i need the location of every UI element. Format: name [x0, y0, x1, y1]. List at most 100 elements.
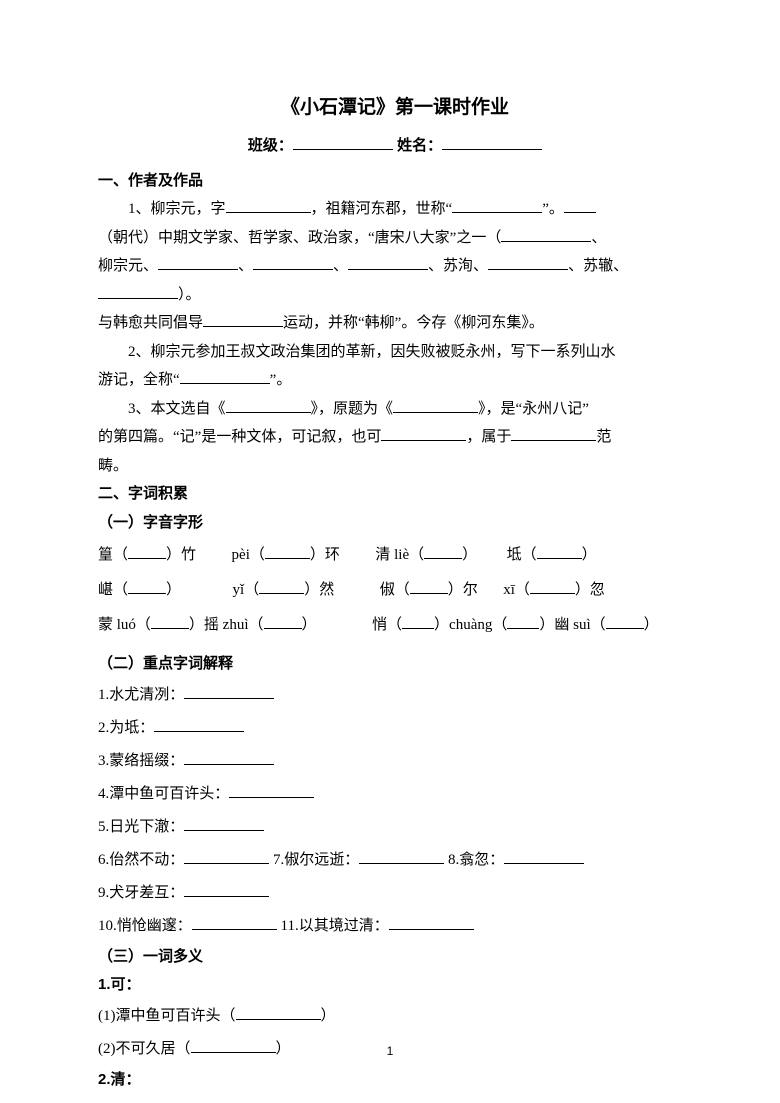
r3a: 蒙 luó（ [98, 609, 151, 642]
blank[interactable] [154, 716, 244, 732]
blank[interactable] [530, 578, 575, 594]
s1-p2c: ”。 [270, 372, 292, 388]
blank[interactable] [452, 197, 542, 213]
r2g: xī（ [503, 574, 530, 607]
txt: ） [321, 1008, 336, 1024]
blank[interactable] [192, 914, 277, 930]
s1-p1i: 、苏洵、 [428, 258, 488, 274]
r1h: ） [582, 539, 597, 572]
blank[interactable] [537, 543, 582, 559]
r1f: ） [462, 539, 477, 572]
blank[interactable] [226, 197, 311, 213]
blank[interactable] [236, 1004, 321, 1020]
blank[interactable] [265, 543, 310, 559]
blank[interactable] [180, 368, 270, 384]
blank[interactable] [511, 425, 596, 441]
s1-p1e: 、 [591, 230, 606, 246]
blank[interactable] [184, 683, 274, 699]
txt: 以其境过清： [299, 918, 389, 934]
s1-p1h: 、 [333, 258, 348, 274]
header-line: 班级： 姓名： [98, 132, 692, 161]
blank[interactable] [410, 578, 448, 594]
blank[interactable] [203, 311, 283, 327]
txt: 为坻： [109, 720, 154, 736]
s1-p3a: 3、本文选自《 [128, 401, 226, 417]
s1-p3f: 范 [596, 429, 611, 445]
blank[interactable] [424, 543, 462, 559]
blank[interactable] [381, 425, 466, 441]
no: 3 [98, 753, 106, 769]
blank[interactable] [264, 613, 302, 629]
blank[interactable] [226, 397, 311, 413]
section1-p1-line2: （朝代）中期文学家、哲学家、政治家，“唐宋八大家”之一（ 、 [98, 224, 692, 253]
blank[interactable] [184, 749, 274, 765]
blank[interactable] [507, 613, 539, 629]
blank[interactable] [564, 197, 596, 213]
section1-p2-line1: 2、柳宗元参加王叔文政治集团的革新，因失败被贬永州，写下一系列山水 [98, 338, 692, 367]
blank[interactable] [184, 848, 269, 864]
s1-p3d: 的第四篇。“记”是一种文体，可记叙，也可 [98, 429, 381, 445]
no: 9 [98, 885, 106, 901]
r2a: 嵁（ [98, 574, 128, 607]
no: 4 [98, 786, 106, 802]
blank[interactable] [158, 254, 238, 270]
blank[interactable] [359, 848, 444, 864]
blank[interactable] [253, 254, 333, 270]
txt: (1)潭中鱼可百许头（ [98, 1008, 236, 1024]
section2-heading: 二、字词积累 [98, 480, 692, 509]
blank[interactable] [488, 254, 568, 270]
class-blank[interactable] [293, 134, 393, 150]
r2f: ）尔 [448, 574, 478, 607]
item-9: 9.犬牙差互： [98, 877, 692, 910]
section1-p2-line2: 游记，全称“”。 [98, 366, 692, 395]
no: 10 [98, 918, 113, 934]
item-1: 1.水尤清冽： [98, 679, 692, 712]
blank[interactable] [393, 397, 478, 413]
blank[interactable] [128, 578, 166, 594]
name-blank[interactable] [442, 134, 542, 150]
blank[interactable] [389, 914, 474, 930]
item-5: 5.日光下澈： [98, 811, 692, 844]
blank[interactable] [606, 613, 644, 629]
poly1-a: (1)潭中鱼可百许头（ ） [98, 1000, 692, 1033]
page-title: 《小石潭记》第一课时作业 [98, 90, 692, 126]
blank[interactable] [128, 543, 166, 559]
blank[interactable] [259, 578, 304, 594]
s1-p1j: 、苏辙、 [568, 258, 628, 274]
blank[interactable] [98, 283, 178, 299]
blank[interactable] [184, 815, 264, 831]
s1-p1d: （朝代）中期文学家、哲学家、政治家，“唐宋八大家”之一（ [98, 230, 501, 246]
name-label: 姓名： [397, 137, 442, 154]
txt: 悄怆幽邃： [117, 918, 192, 934]
s1-p1m: 运动，并称“韩柳”。今存《柳河东集》。 [283, 315, 544, 331]
item-3: 3.蒙络摇缀： [98, 745, 692, 778]
blank[interactable] [229, 782, 314, 798]
blank[interactable] [151, 613, 189, 629]
blank[interactable] [504, 848, 584, 864]
blank[interactable] [184, 881, 269, 897]
phon-row-1: 篁（）竹 pèi（）环 清 liè（） 坻（） [98, 539, 692, 572]
item-6-7-8: 6.佁然不动： 7.俶尔远逝： 8.翕忽： [98, 844, 692, 877]
section1-heading: 一、作者及作品 [98, 167, 692, 196]
s1-p3b: 》，原题为《 [311, 401, 394, 417]
r1e: 清 liè（ [375, 539, 424, 572]
section2-sub1: （一）字音字形 [98, 509, 692, 538]
s1-p3e: ，属于 [466, 429, 511, 445]
no: 11 [281, 918, 295, 934]
s1-p1b: ，祖籍河东郡，世称“ [311, 201, 453, 217]
r1g: 坻（ [507, 539, 537, 572]
txt: 翕忽： [459, 852, 504, 868]
blank[interactable] [501, 226, 591, 242]
txt: 蒙络摇缀： [109, 753, 184, 769]
s1-p1g: 、 [238, 258, 253, 274]
s1-p1c: ”。 [542, 201, 564, 217]
section1-p1-line1: 1、柳宗元，字，祖籍河东郡，世称“”。 [98, 195, 692, 224]
blank[interactable] [402, 613, 434, 629]
r2d: ）然 [304, 574, 334, 607]
txt: 日光下澈： [109, 819, 184, 835]
phon-row-3: 蒙 luó（）摇 zhuì（） 悄（）chuàng（）幽 suì（） [98, 609, 692, 642]
blank[interactable] [348, 254, 428, 270]
txt: 佁然不动： [109, 852, 184, 868]
r3g: ） [644, 609, 659, 642]
s1-p1l: 与韩愈共同倡导 [98, 315, 203, 331]
